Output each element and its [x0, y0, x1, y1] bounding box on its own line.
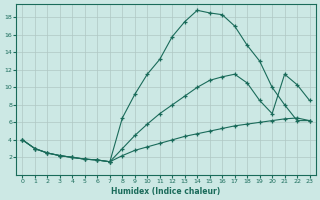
- X-axis label: Humidex (Indice chaleur): Humidex (Indice chaleur): [111, 187, 221, 196]
